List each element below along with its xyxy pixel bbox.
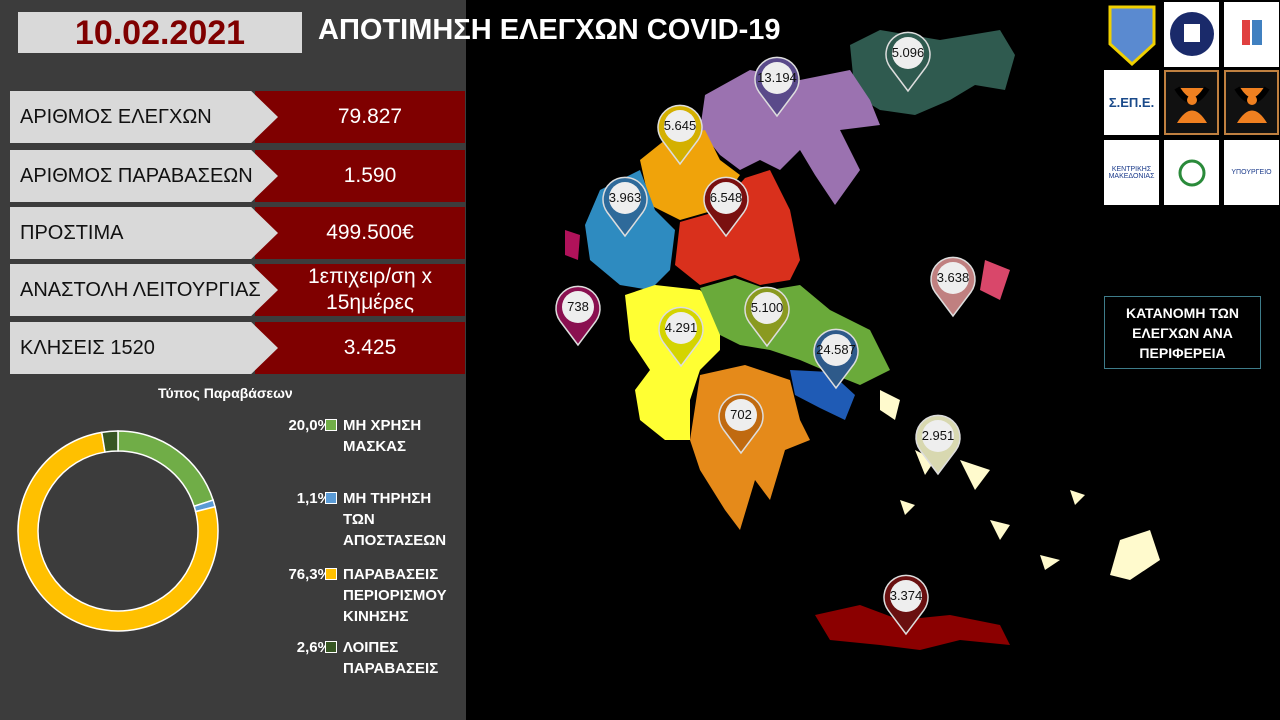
pin-value: 5.096 [891, 45, 925, 60]
map-pin: 5.645 [656, 104, 704, 166]
stat-violations: ΑΡΙΘΜΟΣ ΠΑΡΑΒΑΣΕΩΝ 1.590 [10, 150, 465, 202]
stat-fines: ΠΡΟΣΤΙΜΑ 499.500€ [10, 207, 465, 259]
map-pin: 702 [717, 393, 765, 455]
logo-ministry-economy: ΥΠΟΥΡΓΕΙΟ [1224, 140, 1279, 205]
region-east-macedonia-thrace [850, 30, 1015, 115]
region-central-macedonia [700, 70, 880, 205]
map-pin-icon [754, 56, 800, 118]
donut-slice [17, 431, 219, 632]
logo-region-central-macedonia: ΚΕΝΤΡΙΚΗΣ ΜΑΚΕΔΟΝΙΑΣ [1104, 140, 1159, 205]
stat-label: ΑΝΑΣΤΟΛΗ ΛΕΙΤΟΥΡΓΙΑΣ [10, 264, 278, 316]
pin-value: 4.291 [664, 320, 698, 335]
pin-value: 3.963 [608, 190, 642, 205]
logo-coast-guard [1104, 2, 1159, 67]
logo-hellenic-police [1164, 2, 1219, 67]
map-pin-icon [657, 104, 703, 166]
map-pin: 13.194 [753, 56, 801, 118]
map-legend: ΚΑΤΑΝΟΜΗ ΤΩΝ ΕΛΕΓΧΩΝ ΑΝΑ ΠΕΡΙΦΕΡΕΙΑ [1104, 296, 1261, 369]
page-title: ΑΠΟΤΙΜΗΣΗ ΕΛΕΓΧΩΝ COVID-19 [318, 14, 781, 46]
pin-value: 5.645 [663, 118, 697, 133]
legend-swatch [325, 419, 337, 431]
legend-pct: 20,0% [288, 417, 331, 434]
stat-suspension: ΑΝΑΣΤΟΛΗ ΛΕΙΤΟΥΡΓΙΑΣ 1επιχειρ/ση x 15ημέρ… [10, 264, 465, 316]
legend-swatch [325, 641, 337, 653]
stat-label: ΑΡΙΘΜΟΣ ΠΑΡΑΒΑΣΕΩΝ [10, 150, 278, 202]
pin-value: 702 [730, 407, 752, 422]
pin-value: 738 [567, 299, 589, 314]
region-peloponnese [690, 365, 810, 530]
region-ionian-islands [565, 230, 580, 260]
pin-value: 2.951 [921, 428, 955, 443]
region-crete [815, 605, 1010, 650]
region-south-aegean [880, 390, 1160, 580]
legend-label: ΛΟΙΠΕΣ ΠΑΡΑΒΑΣΕΙΣ [343, 639, 439, 677]
stat-value: 79.827 [255, 91, 465, 143]
map-pin: 3.374 [882, 574, 930, 636]
legend-item: 20,0% ΜΗ ΧΡΗΣΗ ΜΑΣΚΑΣ [288, 415, 463, 457]
logo-municipal-police-karditsa [1224, 70, 1279, 135]
legend-pct: 1,1% [296, 490, 331, 507]
legend-item: 1,1% ΜΗ ΤΗΡΗΣΗ ΤΩΝ ΑΠΟΣΤΑΣΕΩΝ [297, 488, 463, 551]
stat-value: 3.425 [255, 322, 465, 374]
legend-label: ΜΗ ΧΡΗΣΗ ΜΑΣΚΑΣ [343, 417, 422, 455]
map-pin: 5.100 [743, 286, 791, 348]
region-thessaly [675, 170, 800, 285]
legend-item: 2,6% ΛΟΙΠΕΣ ΠΑΡΑΒΑΣΕΙΣ [297, 637, 463, 679]
map-pin: 6.548 [702, 176, 750, 238]
map-pin-icon [885, 31, 931, 93]
legend-label: ΜΗ ΤΗΡΗΣΗ ΤΩΝ ΑΠΟΣΤΑΣΕΩΝ [343, 490, 447, 549]
map-pin-icon [703, 176, 749, 238]
map-pin: 24.587 [812, 328, 860, 390]
map-pin: 4.291 [657, 306, 705, 368]
stat-calls: ΚΛΗΣΕΙΣ 1520 3.425 [10, 322, 465, 374]
pin-value: 3.638 [936, 270, 970, 285]
map-pin-icon [744, 286, 790, 348]
map-pin: 5.096 [884, 31, 932, 93]
legend-swatch [325, 492, 337, 504]
logo-transparency [1224, 2, 1279, 67]
logo-sepe: Σ.ΕΠ.Ε. [1104, 70, 1159, 135]
legend-pct: 76,3% [288, 566, 331, 583]
stat-value: 1επιχειρ/ση x 15ημέρες [255, 264, 465, 316]
region-north-aegean [980, 260, 1010, 300]
stat-label: ΑΡΙΘΜΟΣ ΕΛΕΓΧΩΝ [10, 91, 278, 143]
stat-label: ΠΡΟΣΤΙΜΑ [10, 207, 278, 259]
logo-municipal-police-athens [1164, 70, 1219, 135]
pin-value: 13.194 [757, 70, 797, 85]
report-date: 10.02.2021 [18, 12, 302, 53]
stat-value: 1.590 [255, 150, 465, 202]
pin-value: 5.100 [750, 300, 784, 315]
map-pin-icon [930, 256, 976, 318]
map-pin-icon [813, 328, 859, 390]
map-pin-icon [915, 414, 961, 476]
legend-item: 76,3% ΠΑΡΑΒΑΣΕΙΣ ΠΕΡΙΟΡΙΣΜΟΥ ΚΙΝΗΣΗΣ [288, 564, 463, 627]
map-pin-icon [718, 393, 764, 455]
donut-chart [17, 430, 219, 632]
map-pin-icon [602, 176, 648, 238]
logo-region-attica [1164, 140, 1219, 205]
legend-swatch [325, 568, 337, 580]
map-pin: 3.638 [929, 256, 977, 318]
chart-title: Τύπος Παραβάσεων [158, 385, 293, 401]
map-pin-icon [658, 306, 704, 368]
map-pin: 3.963 [601, 176, 649, 238]
donut-slice [100, 430, 119, 453]
pin-value: 6.548 [709, 190, 743, 205]
legend-label: ΠΑΡΑΒΑΣΕΙΣ ΠΕΡΙΟΡΙΣΜΟΥ ΚΙΝΗΣΗΣ [343, 566, 447, 625]
stat-label: ΚΛΗΣΕΙΣ 1520 [10, 322, 278, 374]
map-pin-icon [555, 285, 601, 347]
map-pin: 738 [554, 285, 602, 347]
pin-value: 3.374 [889, 588, 923, 603]
pin-value: 24.587 [816, 342, 856, 357]
map-pin-icon [883, 574, 929, 636]
map-pin: 2.951 [914, 414, 962, 476]
legend-pct: 2,6% [296, 639, 331, 656]
stat-checks: ΑΡΙΘΜΟΣ ΕΛΕΓΧΩΝ 79.827 [10, 91, 465, 143]
stat-value: 499.500€ [255, 207, 465, 259]
